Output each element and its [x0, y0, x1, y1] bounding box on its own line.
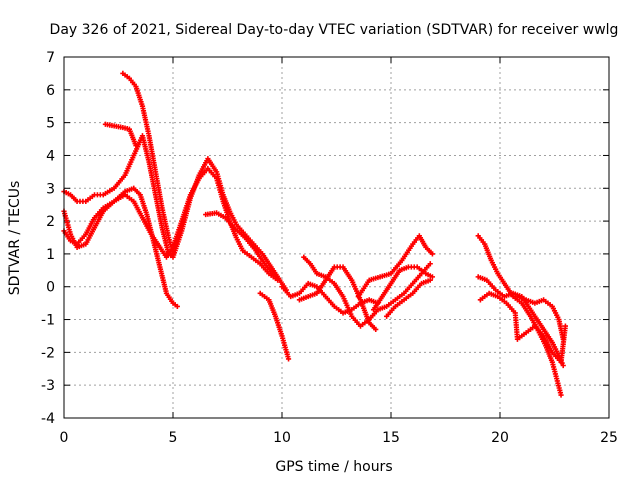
y-tick-label: 1 [46, 247, 55, 263]
y-tick-label: 3 [46, 181, 55, 197]
y-tick-label: 4 [46, 148, 55, 164]
data-point [133, 143, 139, 149]
x-tick-label: 20 [491, 430, 509, 446]
chart-title: Day 326 of 2021, Sidereal Day-to-day VTE… [50, 22, 619, 38]
y-tick-label: 5 [46, 116, 55, 132]
y-tick-label: 2 [46, 214, 55, 230]
y-tick-label: -1 [41, 313, 55, 329]
x-tick-label: 25 [600, 430, 618, 446]
x-axis-label: GPS time / hours [275, 459, 392, 475]
data-point [272, 274, 279, 280]
data-point [373, 326, 379, 332]
axis-ticks [63, 56, 610, 419]
data-point [427, 261, 433, 267]
y-tick-label: -3 [41, 378, 55, 394]
y-tick-label: -2 [41, 345, 55, 361]
x-tick-label: 5 [169, 430, 178, 446]
data-point [174, 303, 180, 310]
data-point [429, 251, 436, 257]
data-point [560, 336, 566, 342]
y-tick-label: 7 [46, 50, 55, 66]
data-points [61, 70, 568, 398]
x-tick-label: 15 [382, 430, 400, 446]
data-point [285, 356, 292, 362]
x-tick-label: 10 [273, 430, 291, 446]
y-tick-label: -4 [41, 411, 55, 427]
data-point [558, 392, 564, 398]
y-tick-label: 0 [46, 280, 55, 296]
data-point [170, 251, 176, 257]
axis-tick-labels: -4 -3 -2 -1 0 1 2 3 4 5 6 7 0 5 10 15 20 25 [41, 50, 618, 446]
data-point [560, 362, 566, 369]
plot-frame [63, 56, 610, 419]
y-axis-label: SDTVAR / TECUs [7, 181, 23, 296]
data-point [427, 277, 433, 283]
y-tick-label: 6 [46, 83, 55, 99]
data-point [429, 274, 436, 280]
x-tick-label: 0 [60, 430, 69, 446]
data-point [562, 323, 568, 329]
